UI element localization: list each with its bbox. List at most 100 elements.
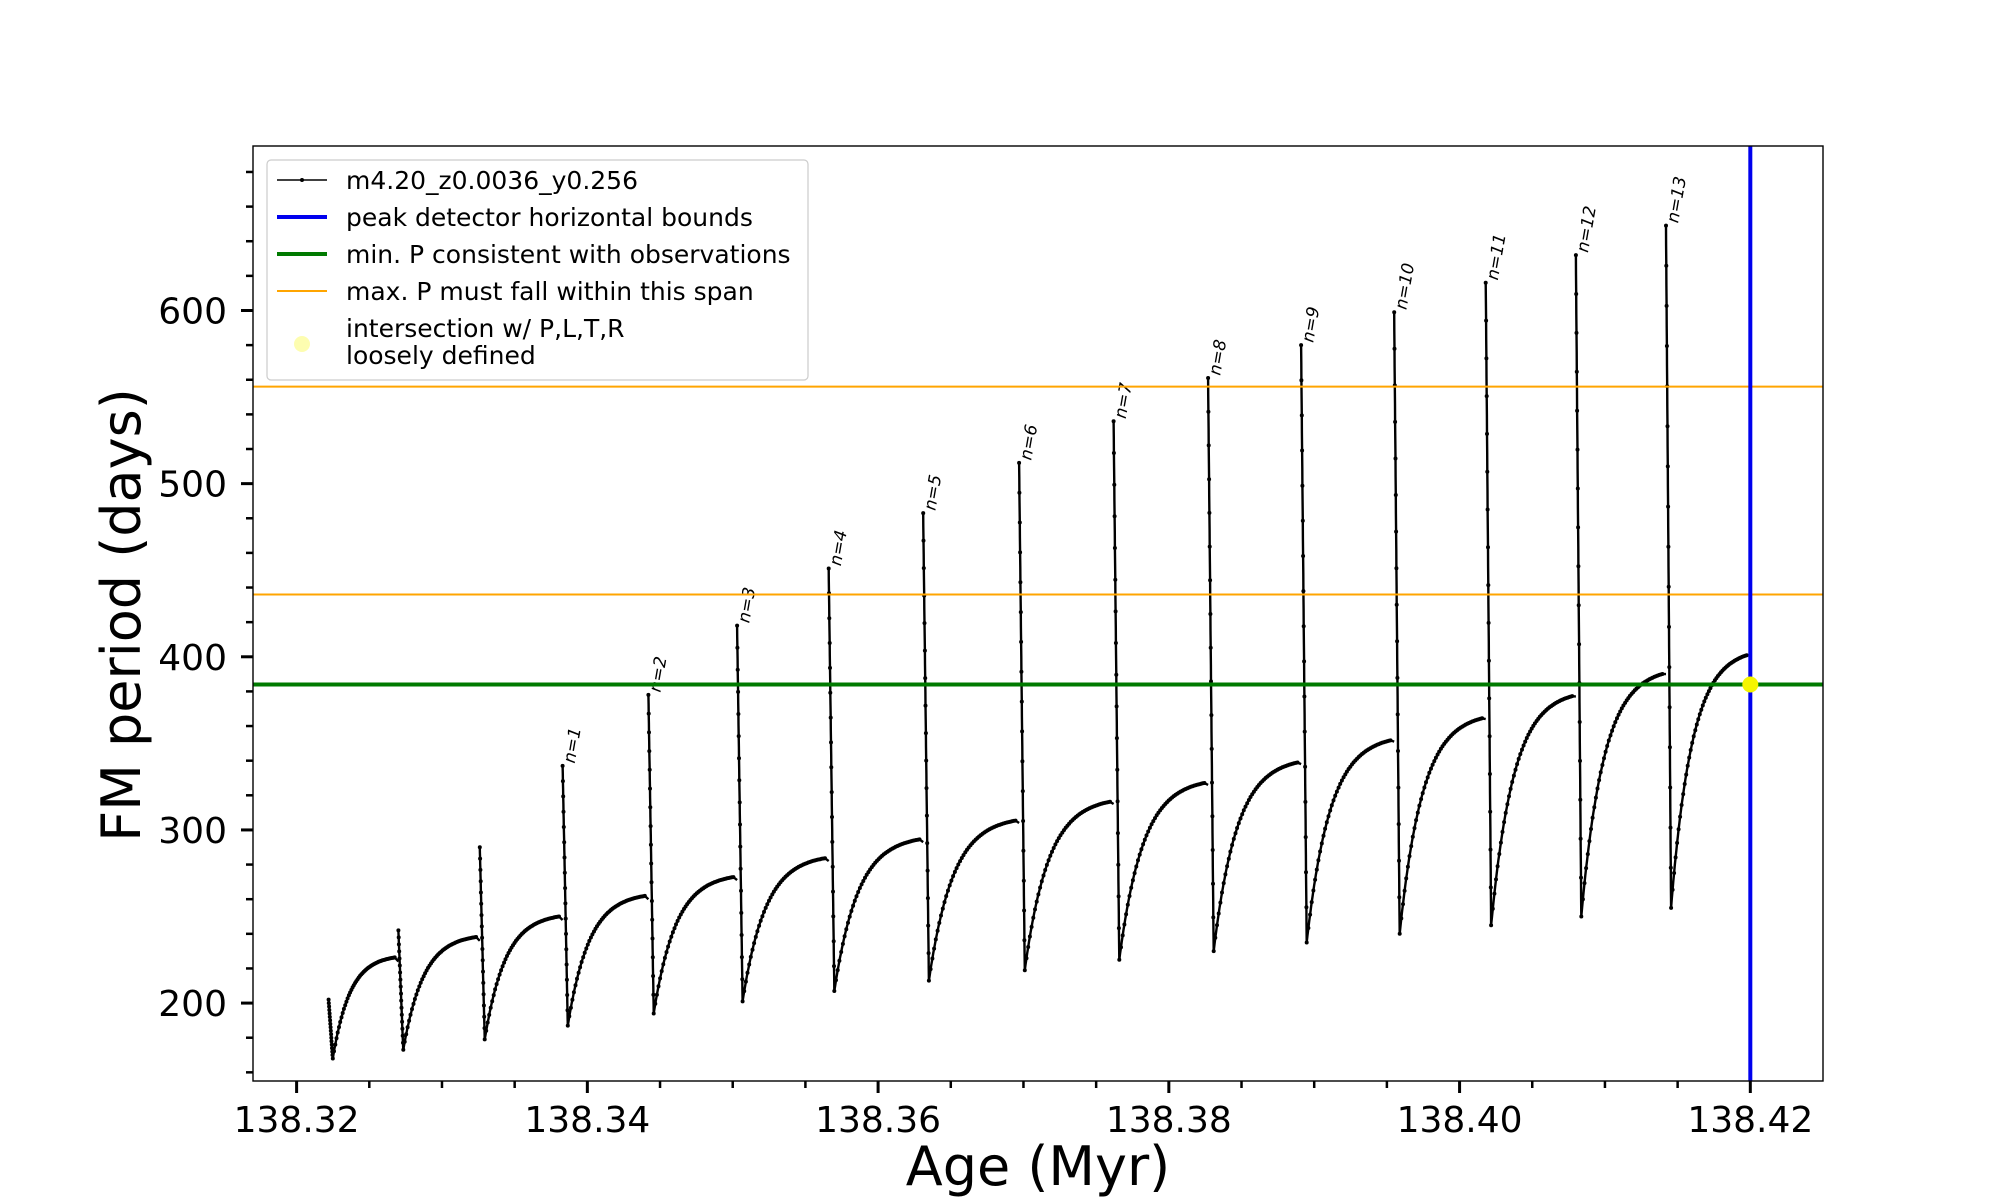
series-marker [1211,915,1216,920]
series-marker [1486,620,1491,625]
series-marker [1021,878,1026,883]
series-marker [399,991,403,996]
series-marker [478,867,483,872]
y-tick-label: 600 [158,291,227,332]
series-marker [482,1014,487,1019]
x-tick-label: 138.32 [234,1100,360,1141]
series-marker [917,837,922,842]
series-marker [1605,744,1610,748]
series-marker [1666,544,1671,549]
series-marker [1339,778,1344,783]
series-marker [928,967,933,972]
series-marker [1022,908,1027,913]
series-marker [944,894,949,899]
series-marker [1114,736,1119,741]
series-marker [1112,546,1117,550]
series-marker [1034,899,1039,904]
series-marker [921,511,926,516]
series-marker [1690,740,1695,745]
series-marker [959,856,964,860]
series-marker [1487,772,1492,776]
series-marker [1666,504,1671,509]
series-marker [1207,477,1212,482]
series-marker [1146,829,1151,834]
series-marker [1321,833,1326,838]
series-marker [1108,799,1112,804]
series-marker [1402,888,1407,893]
series-marker [1139,847,1144,852]
x-tick-label: 138.38 [1106,1100,1232,1141]
series-marker [568,1005,573,1010]
series-marker [328,1021,333,1026]
series-marker [1518,752,1523,757]
series-marker [1210,814,1215,819]
series-marker [1137,852,1142,857]
series-marker [658,976,663,981]
series-marker [418,980,423,985]
series-marker [649,899,654,903]
series-marker [1141,842,1146,847]
series-marker [1487,696,1492,701]
series-marker [396,928,401,933]
series-marker [343,1003,348,1008]
series-marker [1392,310,1397,315]
series-marker [1433,755,1438,760]
series-marker [1427,770,1432,775]
series-markers-cycle-2 [396,928,479,1052]
series-marker [571,990,576,995]
series-marker [923,731,928,736]
series-marker [830,815,834,819]
series-marker [1484,356,1489,361]
series-marker [565,1023,570,1028]
series-marker [1044,862,1049,867]
series-marker [675,918,680,923]
series-marker [1395,639,1400,644]
series-marker [338,1020,343,1024]
series-marker [650,936,655,941]
series-marker [674,922,678,927]
series-marker [1017,520,1022,525]
series-marker [956,862,961,867]
series-marker [1202,781,1207,785]
series-marker [1615,716,1619,721]
series-marker [750,947,755,952]
series-marker [677,915,682,920]
series-marker [1616,712,1621,717]
series-marker [1485,507,1490,512]
series-marker [1114,704,1119,709]
series-marker [1119,945,1123,950]
series-marker [327,1004,332,1009]
series-markers-cycle-13 [1392,310,1485,936]
legend-series-marker-icon [300,178,304,182]
series-marker [922,648,927,653]
series-marker [1213,935,1218,940]
series-marker [408,1012,413,1017]
series-marker [1122,922,1127,927]
series-marker [1497,852,1502,856]
series-marker [1218,900,1223,905]
series-marker [1046,858,1051,863]
series-marker [925,868,930,873]
series-marker [1597,778,1602,783]
series-marker [478,856,483,861]
series-marker [562,840,567,845]
series-marker [1238,816,1243,821]
y-tick-label: 500 [158,465,227,506]
series-marker [1318,849,1323,854]
series-marker [1208,578,1213,583]
series-marker [1579,914,1584,919]
legend-max-span-label: max. P must fall within this span [346,277,754,306]
series-marker [651,992,656,997]
legend-series-label: m4.20_z0.0036_y0.256 [346,166,638,195]
x-tick-label: 138.42 [1687,1100,1813,1141]
series-marker [1311,888,1316,893]
series-marker [1209,746,1214,751]
intersection-point [1742,676,1759,693]
series-marker [479,924,484,929]
series-marker [481,992,486,997]
series-marker [1116,862,1121,867]
series-marker [563,916,568,921]
series-marker [1207,510,1212,515]
series-marker [932,946,937,951]
series-marker [1228,849,1233,854]
